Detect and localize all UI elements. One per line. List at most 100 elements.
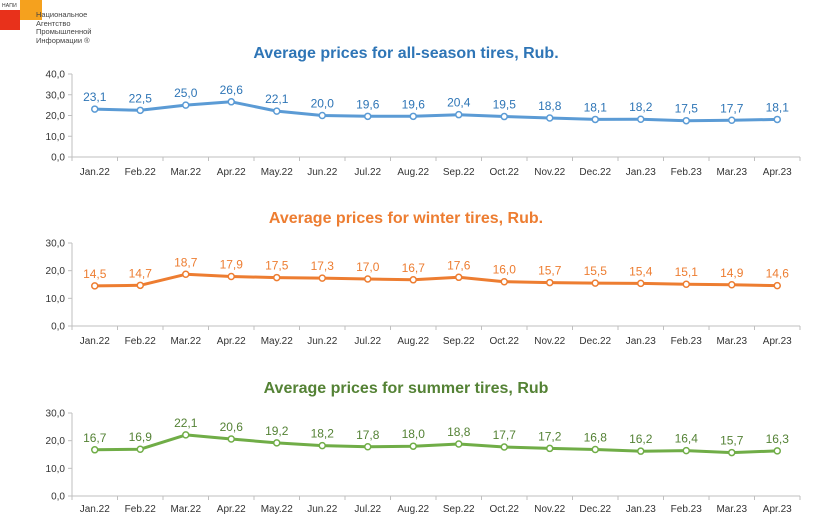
data-point — [136, 106, 144, 115]
y-tick-label: 30,0 — [46, 409, 66, 420]
data-label: 17,6 — [447, 258, 471, 272]
data-point — [637, 279, 645, 288]
x-tick-label: Jan.22 — [80, 504, 110, 515]
data-label: 17,2 — [538, 429, 562, 443]
logo-name-line: Национальное — [36, 10, 88, 19]
y-tick-label: 10,0 — [46, 294, 66, 305]
x-tick-label: Nov.22 — [534, 504, 565, 515]
data-point — [136, 281, 144, 290]
data-point — [273, 439, 281, 447]
x-tick-label: Jul.22 — [354, 504, 381, 515]
data-point — [455, 273, 463, 282]
data-point — [182, 270, 190, 279]
y-tick-label: 0,0 — [51, 153, 65, 164]
x-tick-label: Aug.22 — [397, 167, 429, 178]
data-point — [227, 98, 235, 106]
data-point — [773, 115, 781, 124]
x-tick-label: Oct.22 — [490, 336, 520, 347]
data-label: 22,1 — [174, 416, 198, 430]
data-label: 15,7 — [538, 264, 562, 278]
x-tick-label: Oct.22 — [490, 167, 520, 178]
x-tick-label: Dec.22 — [579, 167, 611, 178]
data-point — [728, 116, 736, 125]
y-tick-label: 0,0 — [51, 492, 65, 503]
y-tick-label: 0,0 — [51, 322, 65, 333]
data-label: 16,0 — [493, 263, 517, 277]
data-point — [182, 431, 190, 439]
data-point — [682, 280, 690, 288]
chart-title: Average prices for summer tires, Rub — [264, 380, 549, 397]
x-tick-label: Feb.22 — [125, 336, 157, 347]
x-tick-label: Apr.23 — [763, 167, 792, 178]
x-tick-label: May.22 — [261, 504, 293, 515]
x-tick-label: Sep.22 — [443, 167, 475, 178]
logo-name-line: Промышленной — [36, 27, 92, 36]
y-tick-label: 20,0 — [46, 436, 66, 447]
data-label: 22,5 — [129, 91, 153, 105]
x-tick-label: Mar.23 — [716, 336, 747, 347]
logo-orange-square — [20, 0, 42, 20]
data-point — [409, 112, 417, 121]
data-point — [273, 273, 281, 282]
data-point — [227, 435, 235, 443]
data-point — [364, 275, 372, 283]
data-point — [364, 443, 372, 451]
x-tick-label: Jan.22 — [80, 336, 110, 347]
data-label: 23,1 — [83, 90, 107, 104]
chart-title: Average prices for winter tires, Rub. — [269, 210, 543, 227]
x-tick-label: Mar.22 — [170, 504, 201, 515]
y-tick-label: 20,0 — [46, 111, 66, 122]
data-point — [409, 276, 417, 284]
data-label: 17,7 — [720, 101, 744, 115]
data-point — [591, 445, 599, 454]
data-point — [546, 114, 554, 122]
x-tick-label: Apr.22 — [217, 336, 246, 347]
data-label: 18,2 — [629, 100, 653, 114]
data-label: 18,8 — [447, 425, 471, 439]
x-tick-label: May.22 — [261, 167, 293, 178]
x-tick-label: Oct.22 — [490, 504, 520, 515]
data-label: 20,6 — [220, 420, 244, 434]
data-label: 18,1 — [766, 100, 790, 114]
data-label: 18,1 — [584, 100, 608, 114]
data-point — [500, 443, 508, 451]
data-label: 26,6 — [220, 83, 244, 97]
data-label: 15,4 — [629, 264, 653, 278]
y-tick-label: 10,0 — [46, 464, 66, 475]
x-tick-label: Jun.22 — [307, 336, 337, 347]
x-tick-label: Mar.22 — [170, 336, 201, 347]
x-tick-label: Jul.22 — [354, 336, 381, 347]
data-label: 17,7 — [493, 428, 517, 442]
data-label: 19,5 — [493, 98, 517, 112]
logo-red-square — [0, 10, 20, 30]
data-point — [364, 112, 372, 121]
data-label: 17,9 — [220, 257, 244, 271]
y-tick-label: 10,0 — [46, 132, 66, 143]
chart-title: Average prices for all-season tires, Rub… — [253, 45, 558, 62]
x-tick-label: Jul.22 — [354, 167, 381, 178]
y-tick-label: 30,0 — [46, 90, 66, 101]
logo-name-line: Информации ® — [36, 35, 90, 45]
data-label: 19,2 — [265, 424, 289, 438]
x-tick-label: Mar.23 — [716, 167, 747, 178]
y-tick-label: 20,0 — [46, 266, 66, 277]
x-tick-label: Mar.23 — [716, 504, 747, 515]
data-label: 17,5 — [265, 259, 289, 273]
data-label: 16,7 — [402, 261, 426, 275]
x-tick-label: Sep.22 — [443, 336, 475, 347]
data-label: 14,7 — [129, 266, 153, 280]
data-label: 17,0 — [356, 260, 380, 274]
data-label: 18,7 — [174, 255, 198, 269]
data-label: 17,8 — [356, 428, 380, 442]
data-point — [182, 101, 190, 109]
data-label: 19,6 — [402, 97, 426, 111]
data-label: 14,5 — [83, 267, 107, 281]
x-tick-label: Aug.22 — [397, 336, 429, 347]
x-tick-label: May.22 — [261, 336, 293, 347]
y-tick-label: 40,0 — [46, 70, 66, 81]
data-label: 14,9 — [720, 266, 744, 280]
data-point — [728, 281, 736, 289]
data-label: 16,8 — [584, 431, 608, 445]
data-label: 18,2 — [311, 427, 335, 441]
